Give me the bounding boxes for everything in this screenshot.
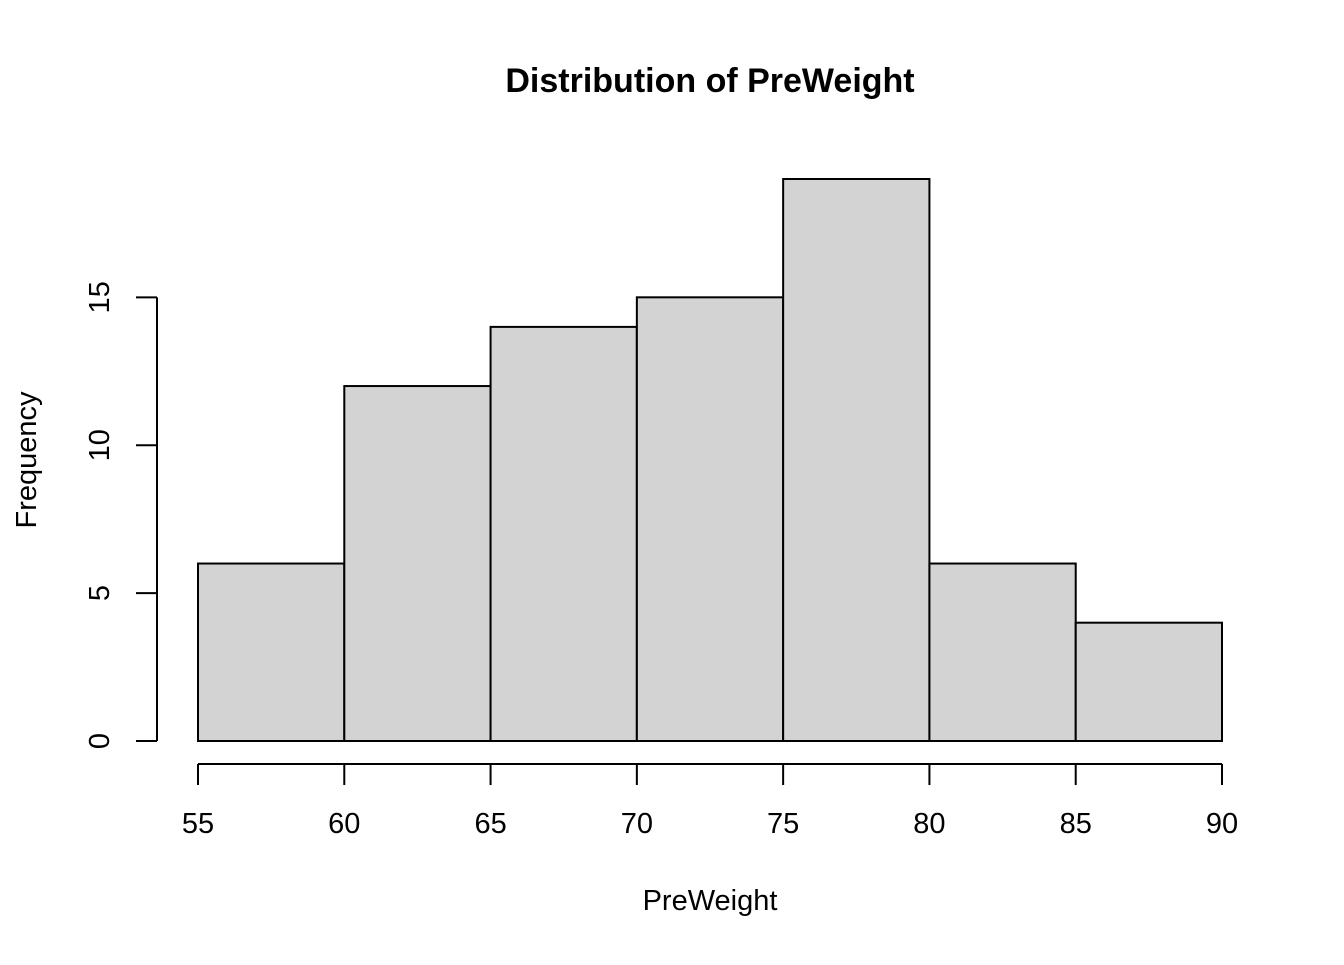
x-tick-label: 60	[328, 808, 360, 840]
x-tick-label: 80	[913, 808, 945, 840]
histogram-bar	[928, 562, 1077, 742]
histogram-bar	[197, 562, 346, 742]
chart-title: Distribution of PreWeight	[505, 62, 914, 100]
y-tick-label: 10	[84, 429, 116, 461]
y-axis: 0 5 10 15	[84, 281, 158, 749]
x-tick-label: 90	[1206, 808, 1238, 840]
x-tick-label: 75	[767, 808, 799, 840]
y-axis-label: Frequency	[11, 391, 43, 529]
x-axis: 55 60 65 70 75 80 85 90	[182, 763, 1238, 840]
histogram-bar	[635, 296, 785, 742]
histogram-bar	[343, 385, 492, 742]
x-axis-label: PreWeight	[643, 885, 778, 917]
y-tick-label: 15	[84, 281, 116, 313]
x-tick-label: 85	[1060, 808, 1092, 840]
histogram-bar	[782, 178, 931, 742]
y-tick-label: 0	[84, 733, 116, 749]
x-tick-label: 70	[621, 808, 653, 840]
y-tick-label: 5	[84, 585, 116, 601]
x-tick-label: 65	[474, 808, 506, 840]
x-tick-label: 55	[182, 808, 214, 840]
histogram-bar	[489, 325, 638, 742]
bars-layer	[197, 178, 1223, 742]
histogram-bar	[1074, 621, 1223, 742]
